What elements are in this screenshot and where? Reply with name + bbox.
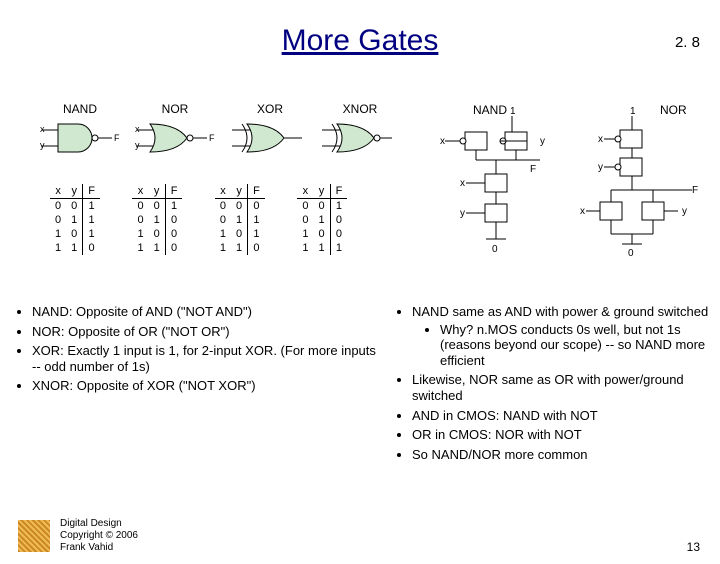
cmos-nand: NAND 1 x y F x y 0 (430, 104, 550, 287)
list-item: XOR: Exactly 1 input is 1, for 2-input X… (32, 343, 380, 374)
nor-table: xyF 001 010 100 110 (132, 184, 182, 255)
F-label: F (114, 133, 120, 143)
svg-text:x: x (598, 134, 603, 145)
sub-list-item: Why? n.MOS conducts 0s well, but not 1s … (440, 322, 710, 369)
cmos-nor-label: NOR (660, 104, 687, 117)
xor-gate: XOR (230, 102, 310, 161)
xor-table: xyF 000 011 101 110 (215, 184, 265, 255)
svg-text:F: F (692, 185, 698, 196)
xnor-label: XNOR (320, 102, 400, 116)
cmos-nand-icon: NAND 1 x y F x y 0 (430, 104, 550, 284)
footer-line: Digital Design (60, 518, 138, 530)
list-item: NAND same as AND with power & ground swi… (412, 304, 710, 368)
nand-table: xyF 001 011 101 110 (50, 184, 100, 255)
svg-text:F: F (209, 133, 215, 143)
svg-text:y: y (135, 140, 140, 150)
right-bullets: NAND same as AND with power & ground swi… (390, 304, 710, 466)
x-label: x (40, 124, 45, 134)
svg-text:0: 0 (628, 248, 634, 259)
xnor-icon (320, 118, 400, 158)
footer: Digital Design Copyright © 2006 Frank Va… (60, 518, 138, 554)
nand-gate: NAND x y F (40, 102, 120, 161)
svg-text:y: y (460, 208, 465, 219)
nand-label: NAND (40, 102, 120, 116)
list-item: NAND: Opposite of AND ("NOT AND") (32, 304, 380, 320)
page-number: 13 (687, 540, 700, 554)
svg-text:x: x (580, 206, 585, 217)
list-item: So NAND/NOR more common (412, 447, 710, 463)
xnor-gate: XNOR (320, 102, 400, 161)
vdd-label: 1 (510, 106, 516, 117)
nand-icon: x y F (40, 118, 120, 158)
svg-text:1: 1 (630, 106, 636, 117)
page-title: More Gates (0, 24, 720, 58)
nor-icon: x y F (135, 118, 215, 158)
svg-text:y: y (682, 206, 687, 217)
cmos-nor: NOR 1 x y F x y 0 (570, 104, 700, 287)
left-bullets: NAND: Opposite of AND ("NOT AND") NOR: O… (10, 304, 380, 398)
svg-text:0: 0 (492, 244, 498, 255)
list-item: OR in CMOS: NOR with NOT (412, 427, 710, 443)
cmos-nand-label: NAND (473, 104, 507, 117)
list-item: AND in CMOS: NAND with NOT (412, 408, 710, 424)
list-text: NAND same as AND with power & ground swi… (412, 304, 708, 319)
xnor-table: xyF 001 010 100 111 (297, 184, 347, 255)
svg-text:x: x (440, 136, 445, 147)
nor-gate: NOR x y F (135, 102, 215, 161)
xor-label: XOR (230, 102, 310, 116)
svg-text:x: x (460, 178, 465, 189)
list-item: NOR: Opposite of OR ("NOT OR") (32, 324, 380, 340)
xor-icon (230, 118, 310, 158)
section-number: 2. 8 (675, 34, 700, 51)
footer-line: Copyright © 2006 (60, 530, 138, 542)
nor-label: NOR (135, 102, 215, 116)
footer-line: Frank Vahid (60, 542, 138, 554)
list-item: XNOR: Opposite of XOR ("NOT XOR") (32, 378, 380, 394)
y-label: y (40, 140, 45, 150)
cmos-nor-icon: NOR 1 x y F x y 0 (570, 104, 700, 284)
svg-text:F: F (530, 164, 536, 175)
svg-text:x: x (135, 124, 140, 134)
svg-text:y: y (540, 136, 545, 147)
truth-tables: xyF 001 011 101 110 xyF 001 010 100 110 … (50, 184, 375, 255)
svg-text:y: y (598, 162, 603, 173)
list-item: Likewise, NOR same as OR with power/grou… (412, 372, 710, 403)
logo-icon (18, 520, 50, 552)
